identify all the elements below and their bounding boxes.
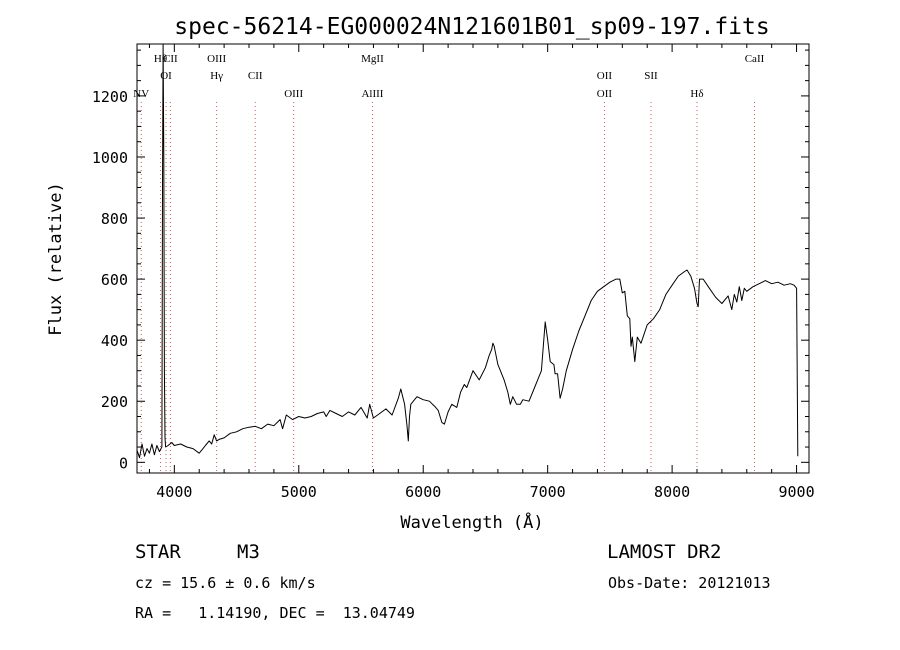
spectral-line-label: OIII <box>207 53 226 65</box>
chart-title: spec-56214-EG000024N121601B01_sp09-197.f… <box>174 14 769 40</box>
spectral-line-label: NV <box>133 88 149 100</box>
x-tick-label: 7000 <box>530 483 566 501</box>
x-tick-label: 8000 <box>654 483 690 501</box>
spectral-line-label: CaII <box>745 53 765 65</box>
coordinates-text: RA = 1.14190, DEC = 13.04749 <box>135 604 415 622</box>
spectral-line-label: Hθ <box>154 53 167 65</box>
spectral-line-label: CII <box>248 70 263 82</box>
y-tick-label: 1000 <box>92 149 128 167</box>
y-axis-label: Flux (relative) <box>46 182 66 336</box>
spectral-line-label: SII <box>644 70 658 82</box>
object-class: STAR <box>135 541 181 563</box>
annotation-layer: NV Hθ OI CII OIII Hγ CII OIII MgII AlIII OII OII SII… <box>133 53 765 473</box>
spectral-line-label: OIII <box>284 88 303 100</box>
series-layer <box>136 43 799 459</box>
spectral-line-label: OII <box>597 88 613 100</box>
spectrum-line <box>136 43 799 459</box>
y-tick-label: 600 <box>101 271 128 289</box>
survey-name: LAMOST DR2 <box>607 541 722 563</box>
x-tick-label: 9000 <box>778 483 814 501</box>
plot-frame <box>136 43 810 474</box>
y-tick-label: 1200 <box>92 88 128 106</box>
spectral-line-label: OII <box>597 70 613 82</box>
y-tick-label: 400 <box>101 332 128 350</box>
object-subclass: M3 <box>237 541 260 563</box>
x-tick-label: 5000 <box>281 483 317 501</box>
y-tick-label: 800 <box>101 210 128 228</box>
spectral-line-label: MgII <box>361 53 384 65</box>
x-tick-label: 6000 <box>405 483 441 501</box>
spectral-line-label: Hδ <box>690 88 703 100</box>
x-tick-label: 4000 <box>156 483 192 501</box>
redshift-text: cz = 15.6 ± 0.6 km/s <box>135 574 316 592</box>
x-axis-label: Wavelength (Å) <box>400 511 543 533</box>
spectral-line-label: OI <box>160 70 172 82</box>
y-tick-label: 0 <box>119 454 128 472</box>
spectral-line-label: CII <box>163 53 178 65</box>
axis-layer: 4000 5000 6000 7000 8000 9000 0 200 400 600 800 100… <box>92 44 815 501</box>
y-tick-label: 200 <box>101 393 128 411</box>
spectral-line-label: Hγ <box>210 70 223 82</box>
obs-date: Obs-Date: 20121013 <box>608 574 771 592</box>
spectral-line-label: AlIII <box>361 88 383 100</box>
